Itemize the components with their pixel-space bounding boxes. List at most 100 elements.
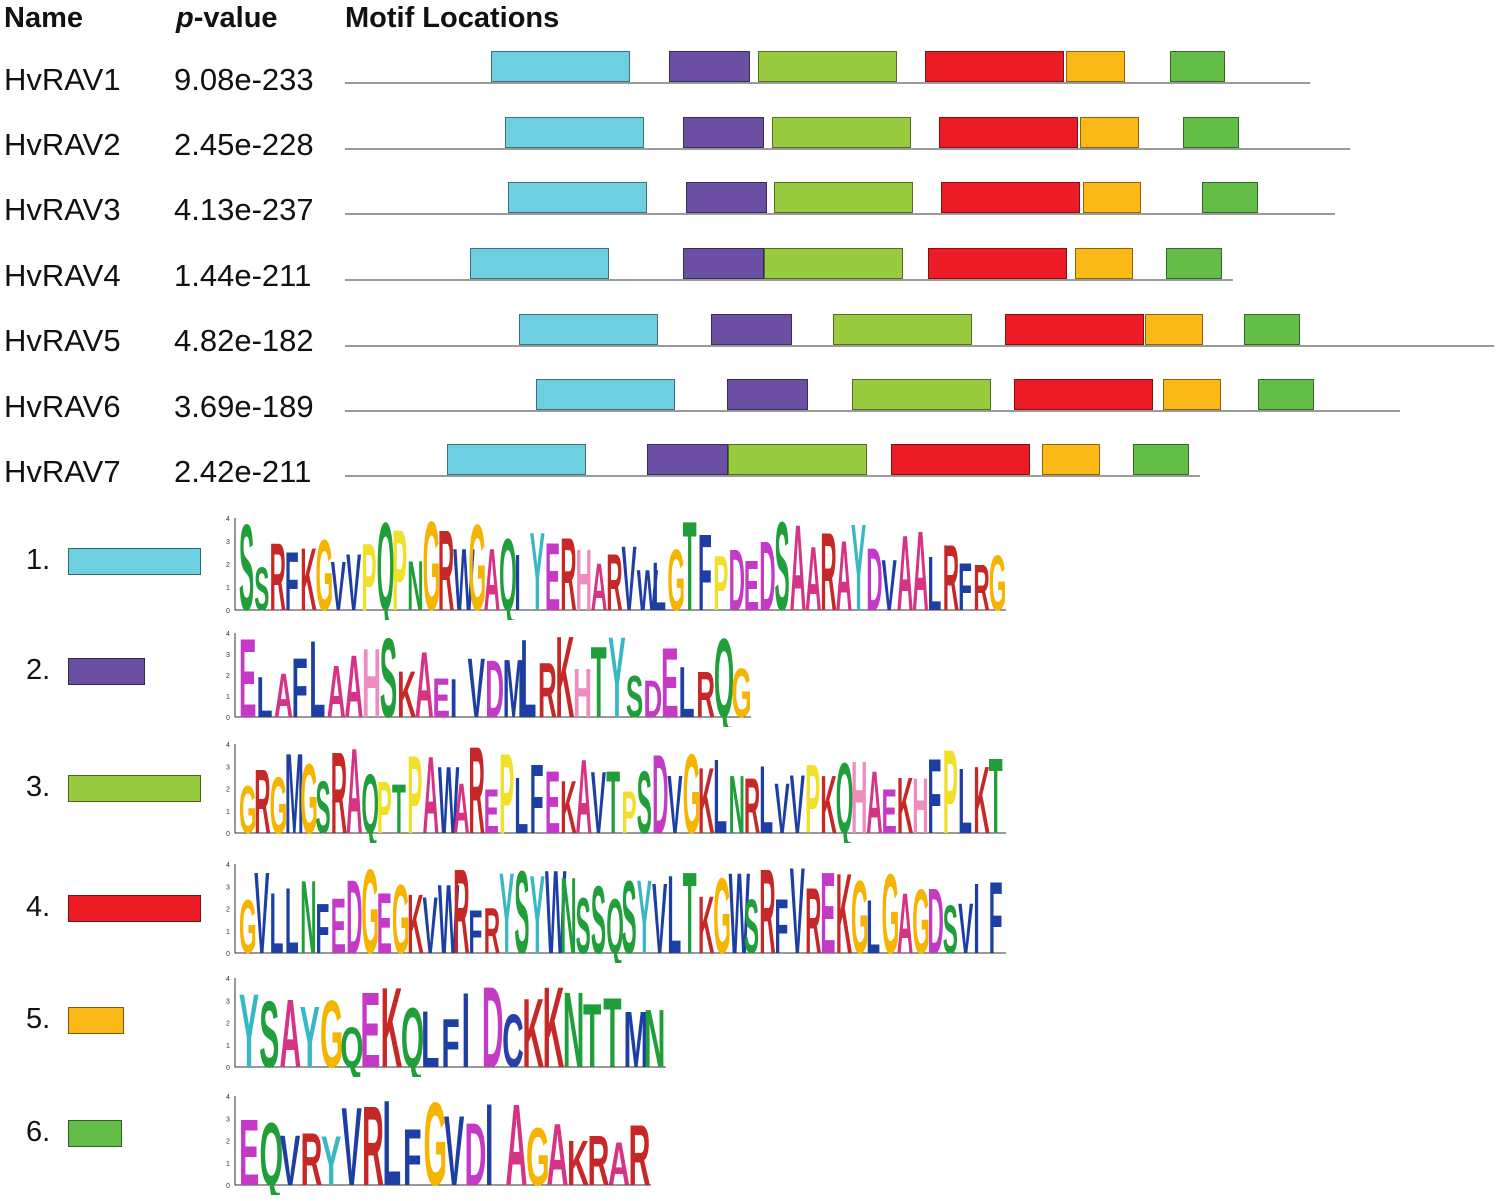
logo-letter: M xyxy=(503,643,525,727)
logo-axis-tick: 0 xyxy=(226,608,230,615)
logo-letter: Y xyxy=(321,1123,341,1195)
logo-letter: P xyxy=(805,745,820,843)
logo-letter: W xyxy=(453,529,474,620)
logo-letter: K xyxy=(820,758,836,843)
header-pvalue-italic: p xyxy=(176,2,194,34)
logo-letter: V xyxy=(775,770,790,843)
motif-5-box xyxy=(1163,379,1221,410)
logo-letter: V xyxy=(591,754,606,843)
logo-letter: E xyxy=(545,523,560,620)
logo-letter: G xyxy=(882,858,900,963)
logo-letter: E xyxy=(545,752,560,843)
logo-letter: R xyxy=(744,762,760,843)
motif-2-box xyxy=(669,51,750,82)
logo-letter: D xyxy=(465,1106,487,1195)
logo-letter: G xyxy=(392,866,410,963)
motif-1-box xyxy=(491,51,630,82)
logo-letter: E xyxy=(331,884,346,963)
logo-letter: G xyxy=(239,884,257,963)
logo-letter: A xyxy=(805,528,821,620)
logo-letter: S xyxy=(591,866,606,963)
logo-letter: L xyxy=(383,1090,402,1195)
logo-letter: R xyxy=(805,869,821,963)
motif-3-box xyxy=(852,379,991,410)
logo-letter: K xyxy=(836,858,852,963)
logo-letter: I xyxy=(462,972,470,1077)
motif-1-box xyxy=(536,379,675,410)
logo-axis-tick: 0 xyxy=(226,951,230,958)
motif-5-box xyxy=(1083,182,1141,213)
logo-letter: S xyxy=(254,554,269,620)
logo-letter: S xyxy=(380,627,397,727)
logo-letter: Y xyxy=(530,512,545,620)
logo-letter: K xyxy=(407,878,423,963)
sequence-name: HvRAV3 xyxy=(4,192,121,227)
logo-axis-tick: 2 xyxy=(226,787,230,794)
motif-4-box xyxy=(891,444,1030,475)
logo-letter: N xyxy=(300,859,316,963)
logo-letter: P xyxy=(407,738,422,843)
logo-letter: R xyxy=(629,1106,651,1195)
logo-axis xyxy=(234,978,666,1068)
logo-letter: S xyxy=(744,885,759,963)
logo-letter: T xyxy=(989,738,1003,843)
logo-letter: S xyxy=(239,512,254,620)
logo-letter: N xyxy=(644,994,666,1077)
logo-letter: Y xyxy=(300,988,320,1077)
legend-motif-5-swatch xyxy=(68,1007,124,1034)
motif-6-box xyxy=(1183,117,1239,148)
logo-letter: M xyxy=(285,738,304,843)
logo-letter: Y xyxy=(637,859,652,963)
logo-letter: T xyxy=(683,858,697,963)
logo-letter: K xyxy=(560,765,576,843)
logo-letter: L xyxy=(759,745,773,843)
logo-letter: N xyxy=(729,758,745,843)
logo-letter: Q xyxy=(260,1106,284,1195)
logo-letter: V xyxy=(346,536,361,620)
logo-letter: S xyxy=(576,882,591,963)
logo-letter: F xyxy=(989,861,1003,963)
logo-letter: T xyxy=(583,985,601,1077)
logo-letter: C xyxy=(502,1000,524,1077)
logo-letter: L xyxy=(928,541,942,620)
logo-letter: A xyxy=(547,1105,569,1195)
logo-letter: F xyxy=(928,738,942,843)
sequence-track-line xyxy=(345,410,1400,412)
logo-axis xyxy=(234,744,1006,834)
motif-1-box xyxy=(470,248,609,279)
logo-letter: W xyxy=(729,858,751,963)
logo-letter: I xyxy=(514,539,520,620)
logo-letter: N xyxy=(563,972,585,1077)
logo-letter: K xyxy=(897,762,913,843)
motif-4-box xyxy=(939,117,1078,148)
header-motif-locations: Motif Locations xyxy=(345,2,560,34)
logo-axis-tick: 1 xyxy=(226,929,230,936)
sequence-name: HvRAV5 xyxy=(4,323,121,358)
logo-letter: V xyxy=(468,641,485,727)
logo-letter: K xyxy=(973,746,989,843)
logo-axis-tick: 0 xyxy=(226,1065,230,1072)
logo-letter: A xyxy=(608,1130,630,1195)
logo-letter: E xyxy=(744,547,759,620)
motif-5-box xyxy=(1066,51,1125,82)
logo-letter: G xyxy=(361,858,379,963)
logo-letter: R xyxy=(943,526,959,620)
logo-axis xyxy=(234,633,751,718)
logo-letter: D xyxy=(759,523,775,620)
logo-letter: H xyxy=(912,762,928,843)
motif-2-box xyxy=(647,444,728,475)
logo-letter: P xyxy=(622,779,637,843)
logo-axis-tick: 4 xyxy=(226,976,230,983)
logo-letter: Q xyxy=(340,1014,363,1077)
sequence-track-line xyxy=(345,279,1233,281)
motif-6-box xyxy=(1202,182,1258,213)
logo-letter: A xyxy=(346,738,362,843)
logo-letter: A xyxy=(912,512,928,620)
logo-axis-tick: 1 xyxy=(226,585,230,592)
logo-letter: R xyxy=(588,1120,610,1195)
logo-letter: G xyxy=(316,518,334,620)
logo-letter: V xyxy=(254,858,269,963)
